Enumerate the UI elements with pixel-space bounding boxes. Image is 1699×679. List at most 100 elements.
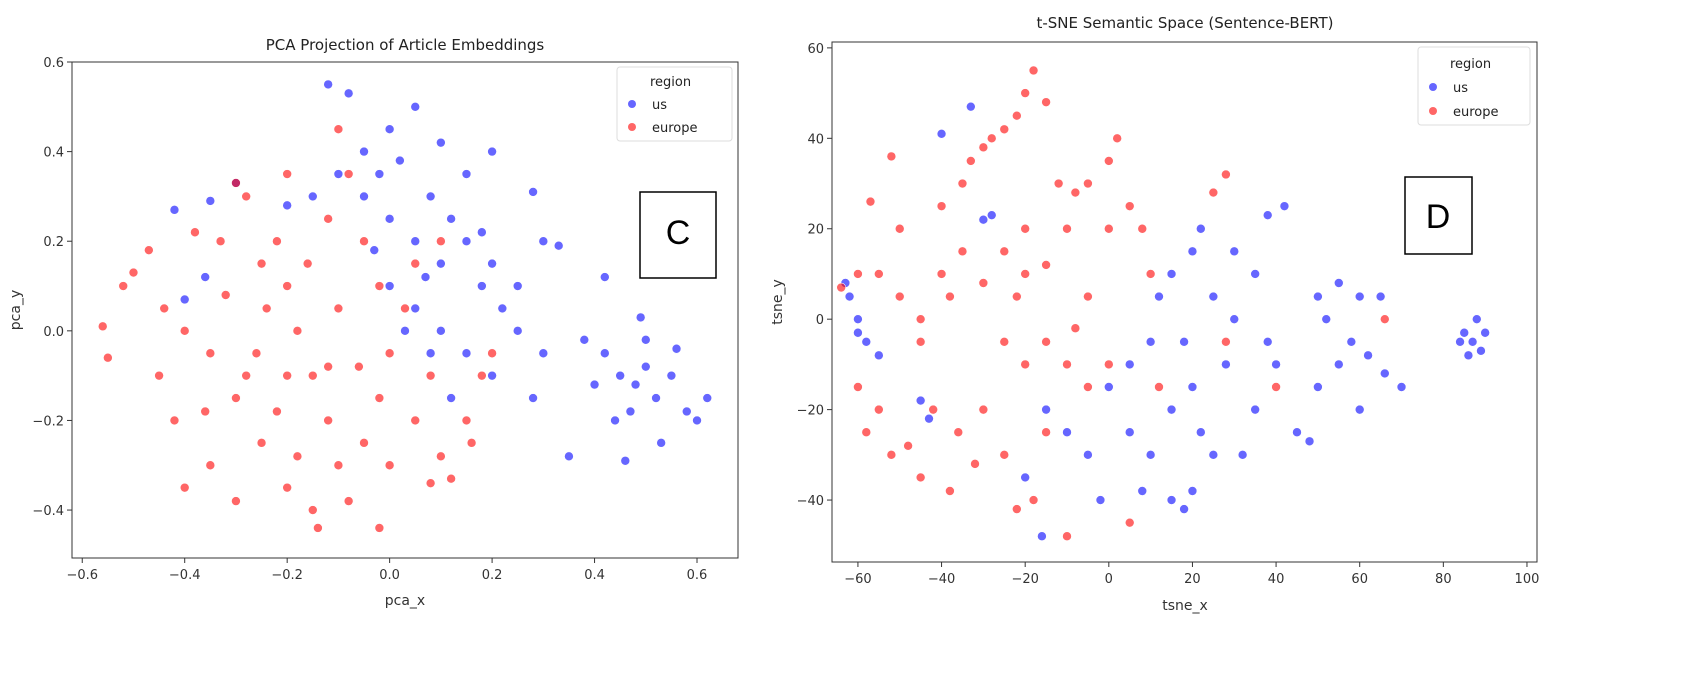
data-point-europe [1271, 382, 1281, 392]
x-tick-label: 0 [1105, 572, 1113, 587]
data-point-us [861, 336, 872, 347]
data-point-europe [159, 303, 170, 314]
y-tick-label: −0.2 [32, 414, 64, 429]
data-point-us [307, 191, 318, 202]
data-point-europe [1012, 504, 1022, 514]
data-point-europe [425, 370, 436, 381]
data-point-europe [1379, 314, 1390, 324]
data-point-us [461, 348, 472, 359]
legend-marker-us [1429, 83, 1437, 91]
data-point-europe [256, 438, 267, 448]
data-point-europe [853, 382, 863, 392]
data-point-us [1262, 210, 1273, 220]
data-point-us [651, 393, 661, 403]
data-point-europe [1020, 223, 1030, 234]
data-point-us [528, 393, 538, 403]
data-point-europe [915, 336, 926, 347]
data-point-us [936, 128, 947, 139]
data-point-europe [323, 415, 333, 426]
data-point-europe [231, 496, 241, 506]
data-point-europe [999, 246, 1010, 257]
data-point-us [446, 214, 456, 224]
data-point-europe [894, 223, 905, 234]
data-point-us [512, 281, 523, 291]
data-point-us [1196, 223, 1206, 234]
x-tick-label: 0.4 [584, 568, 605, 583]
data-point-us [343, 88, 354, 99]
data-point-europe [999, 336, 1010, 347]
data-point-europe [241, 191, 251, 202]
data-point-us [1467, 336, 1478, 347]
data-point-europe [282, 370, 292, 381]
data-point-europe [836, 282, 846, 293]
data-point-us [1221, 359, 1231, 370]
data-point-europe [1104, 223, 1114, 234]
data-point-us [625, 406, 636, 417]
data-point-europe [945, 486, 955, 496]
data-point-europe [323, 361, 333, 372]
data-point-us [1463, 350, 1474, 361]
points [836, 65, 1490, 542]
data-point-us [553, 240, 564, 251]
data-point-us [1321, 314, 1332, 324]
data-point-europe [1041, 336, 1051, 347]
data-point-us [1455, 336, 1465, 347]
panel-label: D [1426, 198, 1451, 236]
legend-label-us: us [1453, 81, 1468, 96]
data-point-europe [957, 178, 968, 189]
x-tick-label: −0.4 [169, 568, 201, 583]
data-point-us [1166, 269, 1177, 279]
data-point-us [1459, 327, 1470, 338]
data-point-europe [1012, 291, 1022, 302]
data-point-europe [853, 269, 863, 279]
data-point-europe [978, 404, 989, 415]
data-point-europe [1104, 359, 1114, 370]
data-point-europe [384, 460, 395, 471]
data-point-europe [1020, 269, 1030, 279]
data-point-europe [215, 236, 226, 247]
data-point-europe [1124, 517, 1135, 528]
data-point-europe [179, 326, 190, 336]
data-point-us [1062, 427, 1072, 438]
data-point-us [1346, 336, 1357, 347]
data-point-us [1095, 495, 1106, 505]
data-point-us [205, 196, 216, 206]
data-point-europe [861, 427, 872, 438]
data-point-us [282, 200, 292, 211]
legend-marker-us [628, 100, 636, 108]
data-point-us [425, 348, 436, 359]
data-point-us [410, 102, 421, 112]
plot-frame [831, 41, 1538, 563]
y-tick-label: 0.0 [43, 325, 64, 340]
data-point-us [615, 370, 625, 381]
data-point-us [610, 415, 620, 426]
data-point-us [702, 393, 713, 403]
data-point-us [333, 169, 344, 179]
x-tick-label: 40 [1268, 572, 1285, 587]
data-point-us [425, 191, 436, 202]
tsne-scatter-chart: t-SNE Semantic Space (Sentence-BERT) tsn… [770, 14, 1539, 614]
data-point-us [1154, 291, 1164, 302]
legend-title: region [650, 75, 691, 90]
data-point-us [1396, 382, 1407, 392]
data-point-europe [978, 142, 989, 153]
data-point-us [1237, 450, 1248, 460]
x-tick-label: 20 [1184, 572, 1201, 587]
data-point-us [1229, 314, 1240, 324]
data-point-us [1304, 436, 1315, 447]
data-point-europe [256, 258, 267, 269]
data-point-us [640, 361, 651, 372]
ticks: −60 −40 −20 0 20 40 60 80 100 −40 −20 0 20 40 60 [797, 42, 1540, 587]
data-point-us [179, 294, 190, 305]
data-point-us [1480, 327, 1490, 338]
data-point-europe [966, 156, 976, 166]
data-point-europe [333, 124, 344, 135]
data-point-europe [436, 451, 446, 462]
chart-title: PCA Projection of Article Embeddings [266, 36, 545, 54]
data-point-europe [1062, 531, 1072, 542]
data-point-europe [1020, 359, 1030, 370]
data-point-us [369, 245, 380, 255]
data-point-us [384, 214, 395, 224]
data-point-us [1375, 291, 1386, 302]
data-point-europe [1083, 382, 1093, 392]
